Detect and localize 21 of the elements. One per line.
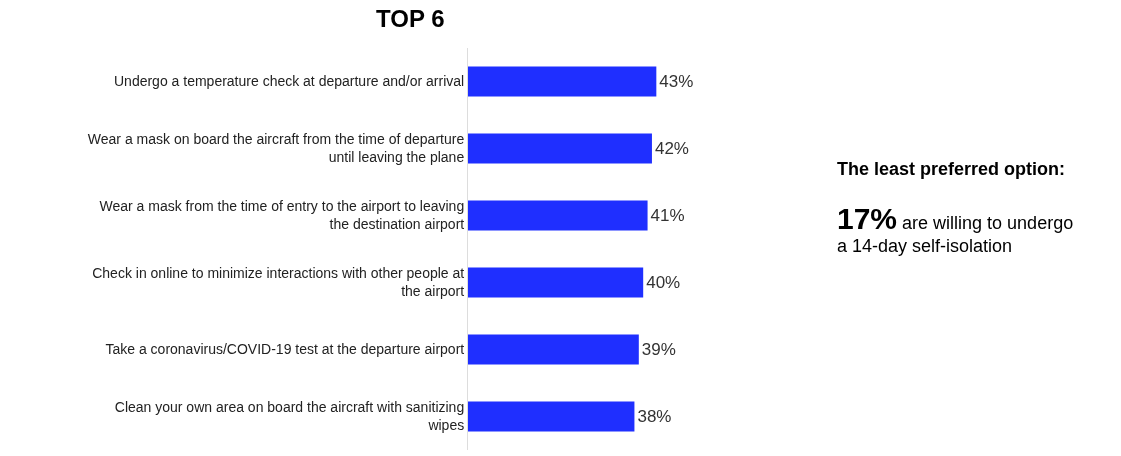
bar [468, 401, 635, 432]
y-tick-label: Wear a mask from the time of entry to the airport to leaving the destination airport [99, 198, 465, 233]
text: 17% [837, 202, 898, 235]
y-tick-label: Undergo a temperature check at departure and/or arrival [114, 73, 465, 90]
chart-title: TOP 6 [376, 4, 445, 32]
y-tick-label: Take a coronavirus/COVID-19 test at the departure airport [105, 341, 465, 358]
data-label: 43% [659, 72, 694, 91]
data-label: 40% [646, 273, 681, 293]
y-tick-label: Wear a mask on board the aircraft from the time of departure until leaving the plane [87, 131, 465, 166]
data-label: 39% [641, 340, 676, 359]
data-label: 41% [650, 206, 685, 226]
data-label: 38% [637, 407, 672, 427]
bar [468, 200, 648, 231]
data-label: 42% [654, 139, 689, 159]
bar [468, 334, 639, 365]
bar [468, 133, 652, 164]
bar [468, 267, 644, 298]
y-tick-label: Check in online to minimize interactions with other people at the airport [92, 265, 465, 300]
bar [468, 66, 657, 97]
text: The least preferred option: [837, 159, 1066, 179]
y-tick-label: Clean your own area on board the aircraft with sanitizing wipes [114, 399, 465, 434]
